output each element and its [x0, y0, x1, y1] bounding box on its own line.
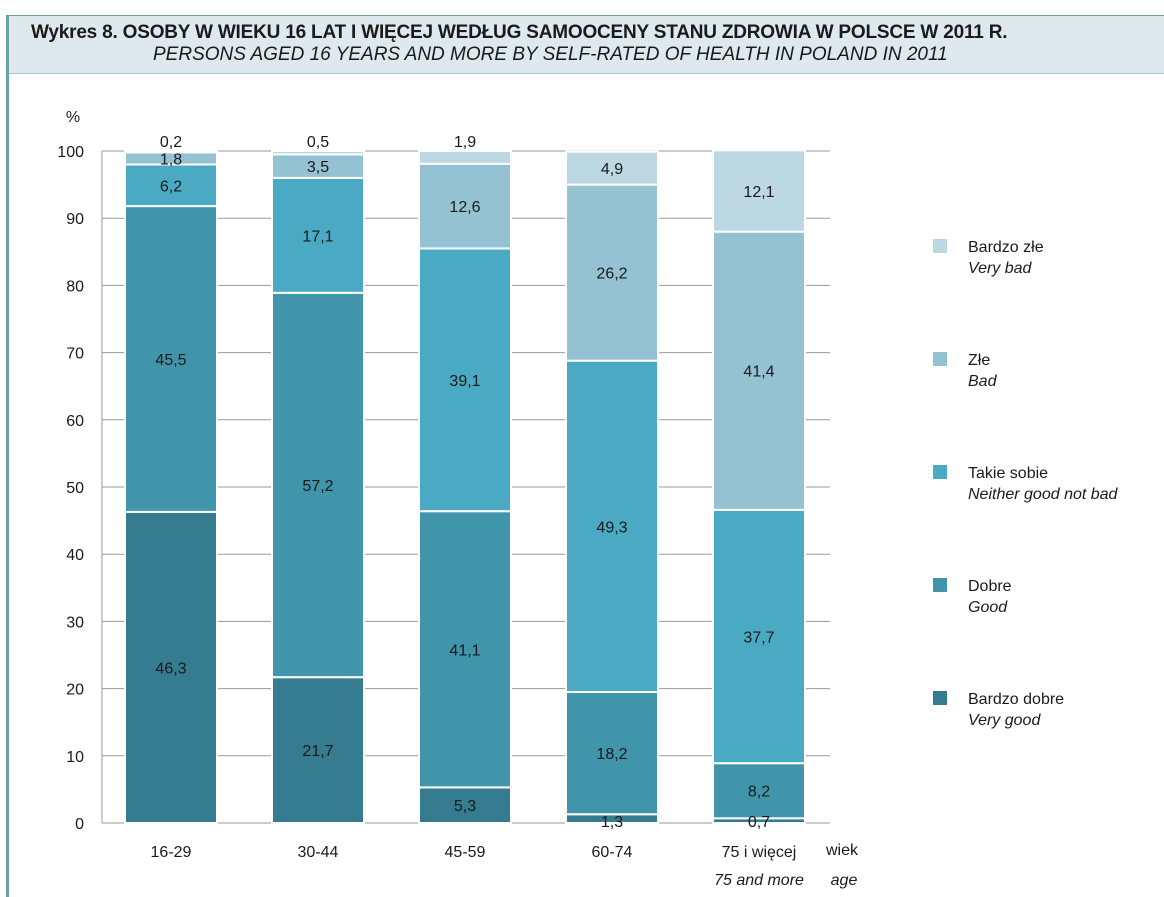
data-label: 12,1 [743, 184, 774, 201]
x-tick-label: 60-74 [592, 844, 633, 861]
data-label: 12,6 [449, 199, 480, 216]
legend-swatch [933, 352, 947, 366]
bar-segment [712, 762, 806, 820]
x-axis: 16-29 30-44 45-59 60-74 75 i więcej 75 and mo… [151, 842, 859, 889]
y-tick-label: 30 [66, 614, 84, 631]
bar-segment [418, 510, 512, 789]
legend-label-en: Good [968, 599, 1008, 616]
y-tick-label: 10 [66, 749, 84, 766]
bar-segment [712, 149, 806, 233]
legend-label-en: Very bad [968, 260, 1033, 277]
chart-subtitle: PERSONS AGED 16 YEARS AND MORE BY SELF-R… [153, 44, 948, 65]
data-label: 21,7 [302, 743, 333, 760]
x-axis-label: wiek [825, 842, 859, 859]
legend-swatch [933, 239, 947, 253]
x-tick-label: 16-29 [151, 844, 192, 861]
data-label: 46,3 [155, 660, 186, 677]
legend-label: Złe [968, 352, 990, 369]
data-label: 17,1 [302, 228, 333, 245]
data-label: 1,9 [454, 134, 476, 151]
bars [124, 149, 806, 825]
y-tick-label: 80 [66, 278, 84, 295]
bar-segment [418, 150, 512, 165]
data-label: 49,3 [596, 519, 627, 536]
legend-label: Bardzo dobre [968, 691, 1064, 708]
bar-segment [271, 150, 365, 156]
y-axis-unit-label: % [66, 109, 80, 126]
data-label: 18,2 [596, 746, 627, 763]
legend-label: Takie sobie [968, 465, 1048, 482]
data-label: 0,2 [160, 134, 182, 151]
y-tick-label: 60 [66, 413, 84, 430]
bar-segment [418, 247, 512, 513]
legend-label: Dobre [968, 578, 1012, 595]
bar-segment [271, 291, 365, 679]
data-label: 1,8 [160, 151, 182, 168]
legend-label-en: Very good [968, 712, 1041, 729]
bar-segment [565, 359, 659, 693]
y-tick-label: 40 [66, 547, 84, 564]
data-label: 0,7 [748, 814, 770, 831]
legend: Bardzo złe Very bad Złe Bad Takie sobie Neith… [933, 239, 1119, 729]
data-label: 1,3 [601, 814, 623, 831]
x-axis-label-en: age [831, 872, 858, 889]
data-label: 57,2 [302, 478, 333, 495]
y-tick-label: 20 [66, 682, 84, 699]
y-tick-label: 90 [66, 211, 84, 228]
bar-segment [565, 183, 659, 362]
legend-label-en: Neither good not bad [968, 486, 1119, 503]
data-label: 3,5 [307, 159, 329, 176]
data-label: 45,5 [155, 352, 186, 369]
y-tick-label: 50 [66, 480, 84, 497]
bar-segment [271, 676, 365, 825]
bar-segment [418, 162, 512, 250]
y-axis: % 0 10 20 30 40 50 60 70 80 90 100 [57, 109, 830, 833]
legend-swatch [933, 578, 947, 592]
chart-frame [6, 15, 1164, 897]
bar-segment [124, 150, 218, 154]
data-label: 0,5 [307, 134, 329, 151]
bar-segment [124, 510, 218, 824]
x-tick-label: 45-59 [445, 844, 486, 861]
y-tick-label: 100 [57, 144, 84, 161]
legend-swatch [933, 465, 947, 479]
bar-segment [565, 690, 659, 816]
data-label: 26,2 [596, 266, 627, 283]
legend-label: Bardzo złe [968, 239, 1044, 256]
data-label: 4,9 [601, 161, 623, 178]
data-label: 6,2 [160, 178, 182, 195]
data-label: 37,7 [743, 630, 774, 647]
x-tick-label-en: 75 and more [714, 872, 804, 889]
chart-title: Wykres 8. OSOBY W WIEKU 16 LAT I WIĘCEJ … [31, 22, 1008, 43]
x-tick-label: 75 i więcej [722, 844, 797, 861]
data-label: 8,2 [748, 784, 770, 801]
legend-swatch [933, 691, 947, 705]
y-tick-label: 0 [75, 816, 84, 833]
data-labels: 46,3 45,5 6,2 1,80,2 21,7 57,2 17,1 3,5 0,5 5,3 41… [155, 134, 774, 831]
bar-segment [565, 150, 659, 186]
bar-segment [712, 230, 806, 511]
data-label: 41,4 [743, 364, 774, 381]
data-label: 41,1 [449, 642, 480, 659]
data-label: 39,1 [449, 373, 480, 390]
chart-header: Wykres 8. OSOBY W WIEKU 16 LAT I WIĘCEJ … [9, 16, 1164, 74]
data-label: 5,3 [454, 798, 476, 815]
legend-label-en: Bad [968, 373, 998, 390]
bar-segment [124, 205, 218, 513]
x-tick-label: 30-44 [298, 844, 339, 861]
y-tick-label: 70 [66, 346, 84, 363]
